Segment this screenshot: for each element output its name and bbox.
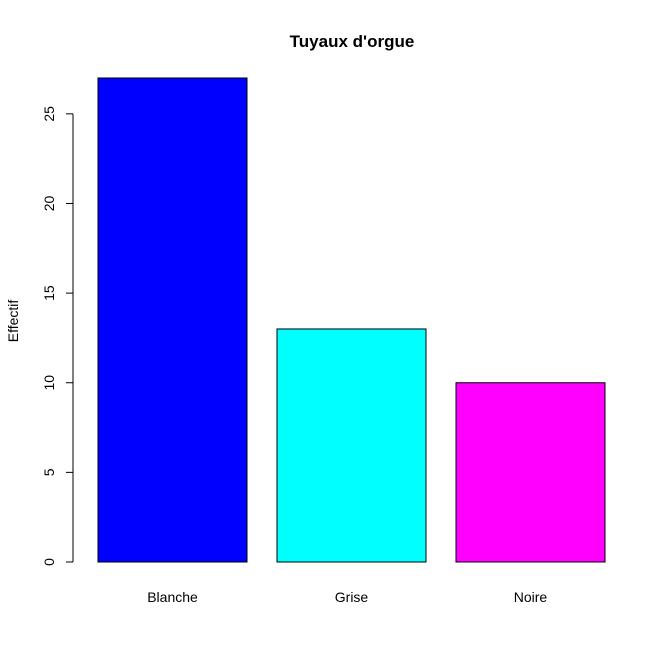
y-axis-label: Effectif [5,300,21,343]
y-tick-label: 25 [41,106,57,122]
y-tick-label: 0 [41,558,57,566]
y-tick-label: 5 [41,468,57,476]
bar-grise [276,328,427,563]
x-category-label: Grise [335,589,369,605]
y-tick-label: 15 [41,285,57,301]
bar-noire [455,382,606,563]
y-axis: 0 5 10 15 20 25 [41,106,74,566]
bar-blanche [97,77,248,563]
bars [97,77,606,563]
y-tick-label: 10 [41,375,57,391]
y-tick-label: 20 [41,195,57,211]
chart-title: Tuyaux d'orgue [290,32,415,51]
x-category-label: Noire [514,589,548,605]
x-category-label: Blanche [147,589,198,605]
x-axis-labels: Blanche Grise Noire [147,589,547,605]
